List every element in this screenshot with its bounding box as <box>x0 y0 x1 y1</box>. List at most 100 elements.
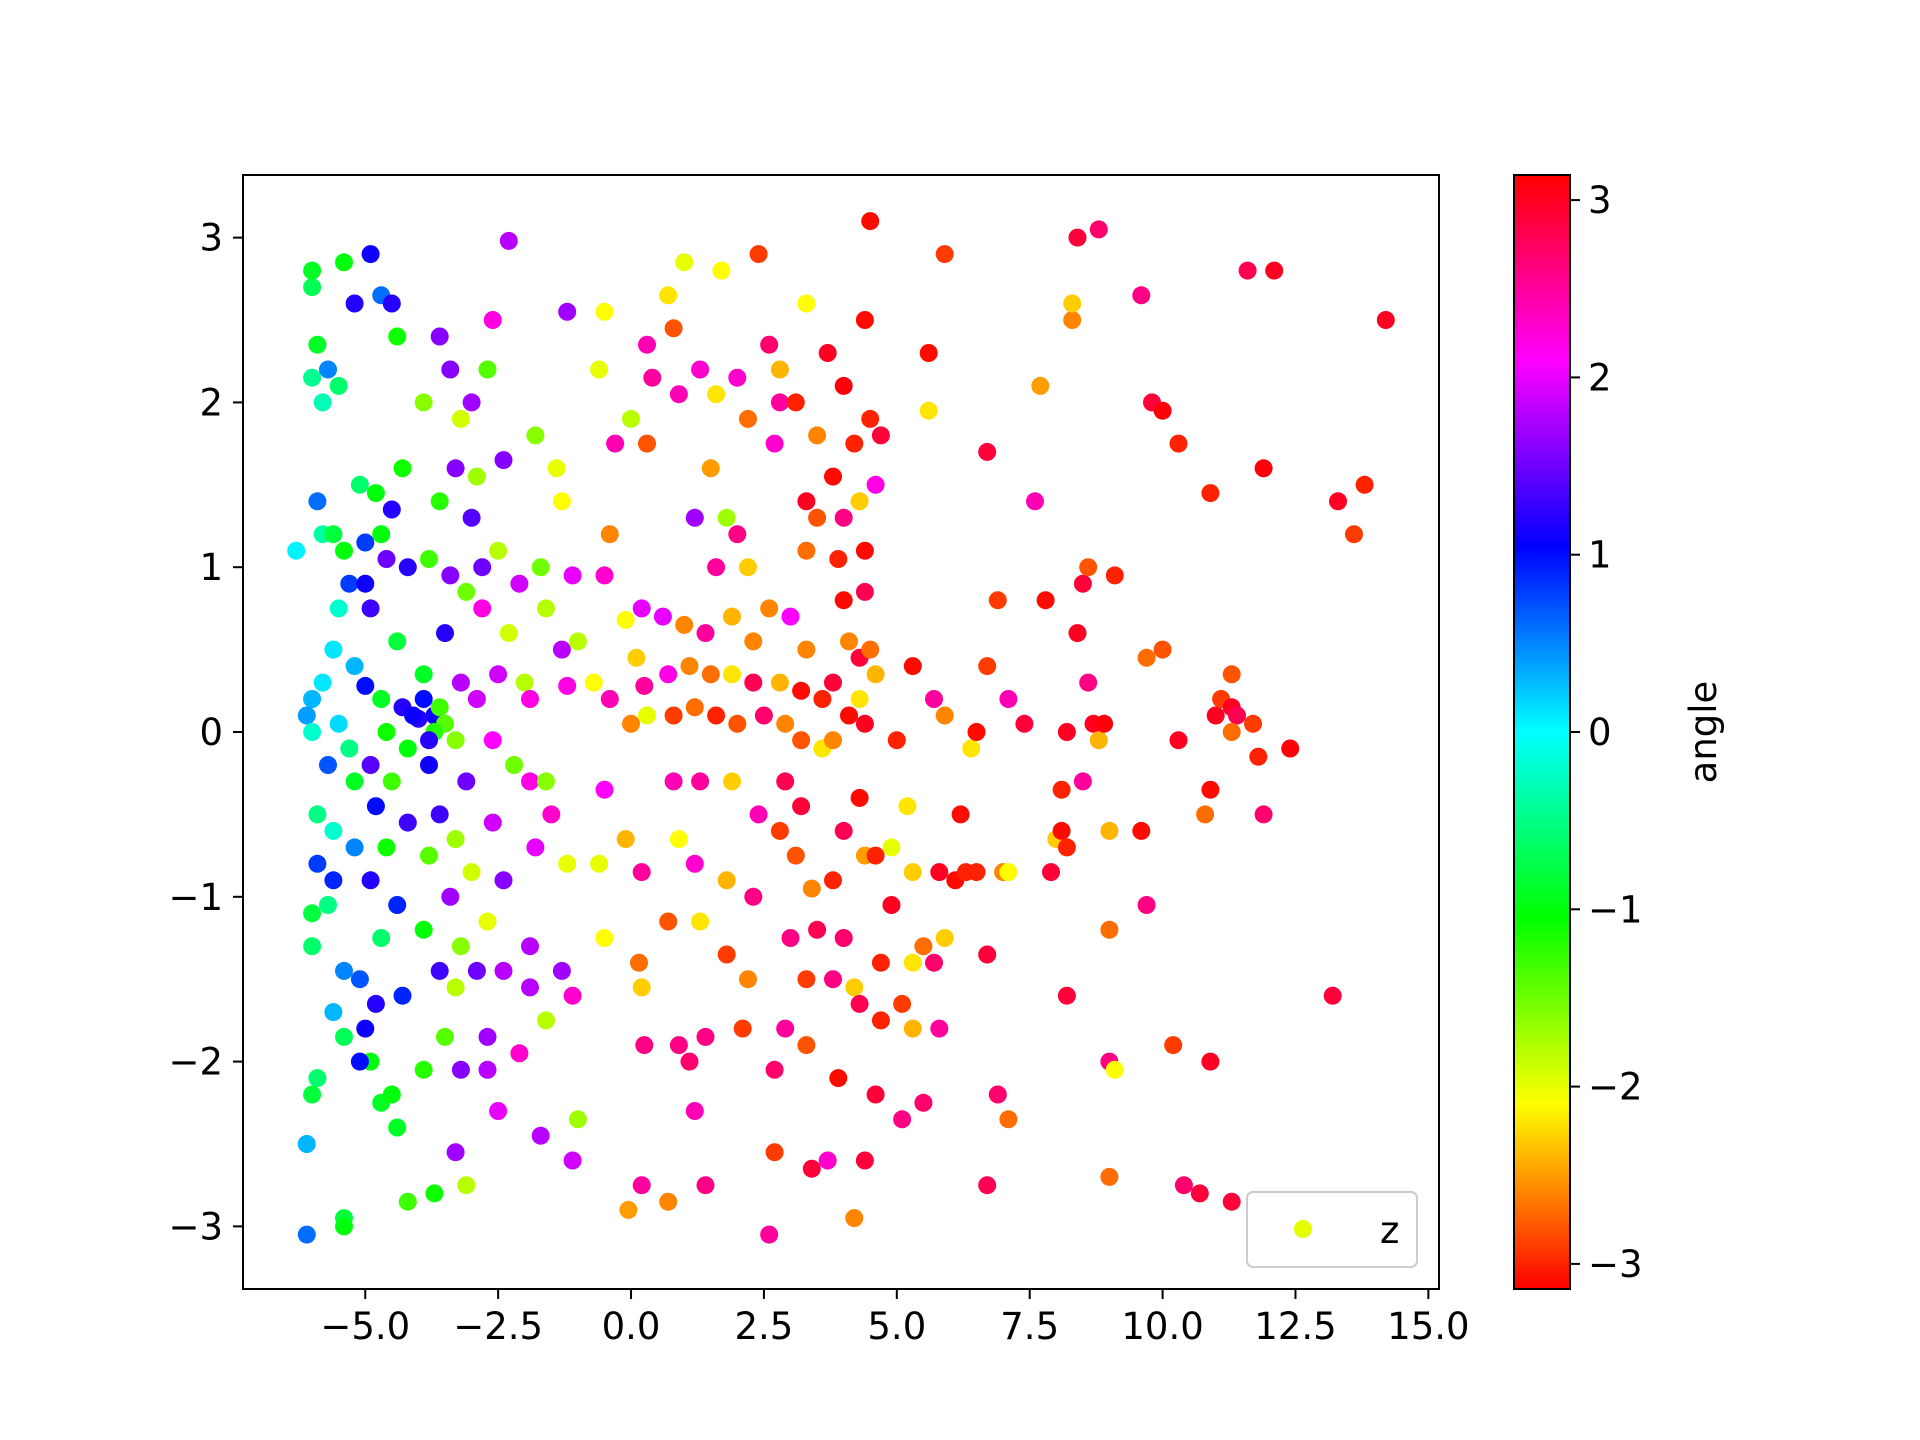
scatter-point <box>467 690 486 708</box>
scatter-point <box>420 756 438 774</box>
scatter-point <box>622 409 640 428</box>
scatter-point <box>855 582 874 601</box>
scatter-point <box>1063 294 1082 313</box>
scatter-point <box>1132 286 1151 305</box>
scatter-point <box>563 1151 582 1170</box>
scatter-point <box>653 607 672 626</box>
scatter-point <box>297 1225 316 1244</box>
scatter-point <box>473 558 492 577</box>
scatter-point <box>635 676 654 695</box>
scatter-point <box>335 1217 353 1236</box>
scatter-point <box>824 871 842 890</box>
scatter-point <box>930 1019 949 1038</box>
scatter-point <box>1254 459 1273 478</box>
scatter-point <box>1132 821 1151 840</box>
y-axis: −3 −2 −1 0 1 2 3 <box>168 217 243 1248</box>
scatter-point <box>808 426 827 445</box>
scatter-point <box>335 253 353 272</box>
scatter-point <box>776 772 795 791</box>
scatter-point <box>324 871 343 890</box>
scatter-point <box>1222 665 1241 684</box>
scatter-point <box>303 723 322 741</box>
scatter-point <box>350 970 369 989</box>
scatter-point <box>619 1200 638 1219</box>
scatter-point <box>802 879 821 898</box>
scatter-point <box>632 599 651 618</box>
scatter-point <box>850 994 869 1013</box>
scatter-point <box>770 821 789 840</box>
scatter-point <box>669 385 688 404</box>
scatter-point <box>978 657 997 676</box>
scatter-point <box>840 706 858 725</box>
scatter-point <box>377 838 396 857</box>
scatter-point <box>935 929 954 947</box>
scatter-point <box>297 1135 316 1153</box>
scatter-point <box>855 714 874 733</box>
scatter-point <box>568 1110 587 1129</box>
scatter-point <box>297 706 316 725</box>
scatter-point <box>489 1102 508 1120</box>
scatter-point <box>903 657 922 676</box>
x-tick-label: 2.5 <box>735 1305 794 1348</box>
scatter-point <box>1095 714 1114 733</box>
scatter-point <box>988 1085 1007 1104</box>
scatter-point <box>893 994 912 1013</box>
y-tick-label: 2 <box>199 381 223 424</box>
scatter-point <box>770 360 789 379</box>
scatter-point <box>643 368 662 387</box>
scatter-point <box>935 706 954 725</box>
scatter-point <box>356 676 375 695</box>
plot-area-frame <box>242 174 1440 1290</box>
scatter-point <box>388 1118 407 1137</box>
scatter-point <box>632 978 651 997</box>
scatter-point <box>1100 821 1119 840</box>
legend-label: z <box>1380 1209 1399 1252</box>
scatter-point <box>903 863 922 882</box>
scatter-point <box>845 978 864 997</box>
scatter-point <box>781 929 800 947</box>
scatter-point <box>1089 731 1108 750</box>
scatter-point <box>861 409 880 428</box>
scatter-point <box>308 492 327 511</box>
scatter-point <box>308 805 327 824</box>
scatter-point <box>600 690 619 708</box>
scatter-point <box>871 953 890 972</box>
scatter-point <box>420 550 438 568</box>
colorbar-gradient <box>1514 175 1570 1289</box>
scatter-point <box>999 690 1018 708</box>
scatter-point <box>319 756 337 774</box>
scatter-point <box>744 887 763 906</box>
scatter-point <box>1355 475 1374 494</box>
scatter-point <box>521 937 539 956</box>
scatter-point <box>1063 311 1082 329</box>
scatter-point <box>1042 863 1060 882</box>
scatter-point <box>925 953 943 972</box>
scatter-point <box>404 706 423 725</box>
scatter-point <box>1052 821 1071 840</box>
scatter-point <box>398 558 417 577</box>
scatter-point <box>478 360 497 379</box>
x-tick-label: 0.0 <box>602 1305 661 1348</box>
scatter-point <box>457 772 476 791</box>
scatter-point <box>962 739 981 758</box>
scatter-point <box>430 698 449 717</box>
scatter-point <box>760 1225 779 1244</box>
colorbar-tick-label: 2 <box>1588 356 1612 399</box>
scatter-point <box>829 1069 848 1088</box>
scatter-point <box>903 1019 922 1038</box>
scatter-point <box>749 805 768 824</box>
scatter-point <box>287 541 306 560</box>
scatter-point <box>558 854 577 873</box>
scatter-point <box>630 953 648 972</box>
scatter-point <box>786 393 805 412</box>
scatter-point <box>749 245 768 264</box>
y-tick-label: 1 <box>199 546 223 589</box>
scatter-point <box>855 1151 874 1170</box>
scatter-point <box>494 451 513 470</box>
x-tick-label: 12.5 <box>1254 1305 1336 1348</box>
scatter-point <box>361 599 380 618</box>
scatter-point <box>393 986 412 1005</box>
scatter-point <box>792 731 811 750</box>
scatter-point <box>792 797 811 816</box>
scatter-point <box>728 368 747 387</box>
